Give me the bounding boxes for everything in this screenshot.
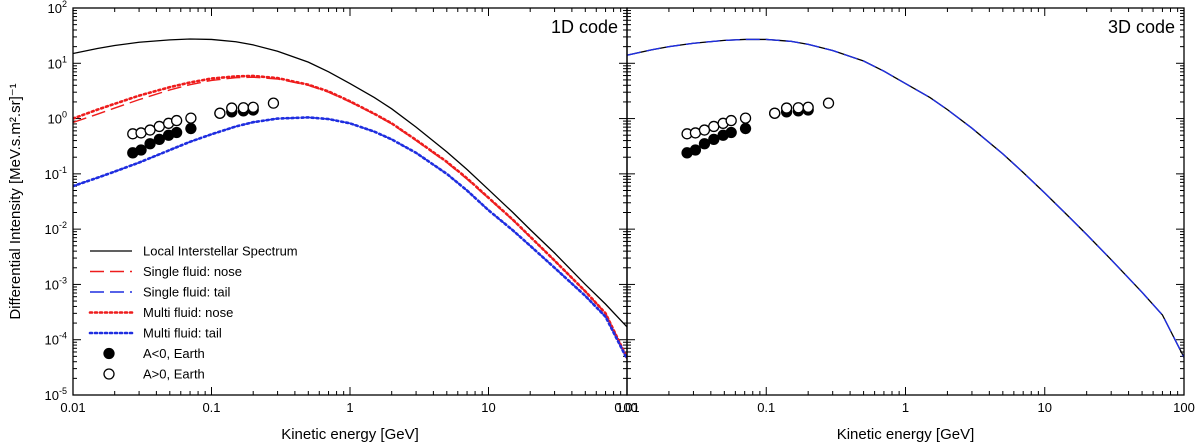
legend-label: A>0, Earth	[143, 367, 205, 382]
filled-point	[689, 144, 702, 156]
filled-point	[698, 138, 711, 150]
open-point	[725, 114, 737, 127]
legend-label: A<0, Earth	[143, 346, 205, 361]
series-line-1-0	[627, 38, 1184, 358]
open-point	[214, 107, 226, 119]
x-tick-label: 0.01	[60, 400, 85, 415]
x-tick-label: 100	[616, 400, 638, 415]
x-tick-label: 1	[902, 400, 909, 415]
series-line-0-2	[73, 116, 627, 360]
filled-point	[739, 122, 752, 135]
filled-point	[144, 138, 156, 150]
x-tick-label: 1	[346, 400, 353, 415]
panel-title-1: 3D code	[1108, 17, 1175, 37]
open-point	[698, 124, 711, 136]
series-line-1-1	[627, 38, 1184, 358]
legend-item: A<0, Earth	[103, 346, 205, 361]
ticks-panel-1	[626, 8, 1184, 396]
open-point	[267, 97, 280, 109]
series-line-0-0	[73, 38, 627, 328]
x-axis-title-0: Kinetic energy [GeV]	[281, 426, 419, 443]
open-point	[185, 112, 197, 124]
y-axis-title: Differential Intensity [MeV.s.m².sr]⁻¹	[7, 83, 24, 319]
legend-item: Single fluid: nose	[90, 264, 242, 279]
legend-label: Single fluid: tail	[143, 285, 231, 300]
y-tick-label: 10-4	[45, 331, 67, 348]
x-tick-label: 0.1	[757, 400, 775, 415]
y-tick-label: 10-2	[45, 220, 67, 237]
legend: Local Interstellar Spectrum Single fluid:…	[88, 244, 298, 382]
x-tick-label: 10	[481, 400, 495, 415]
y-tick-label: 100	[48, 110, 67, 127]
open-point	[739, 112, 752, 124]
x-tick-label: 0.01	[614, 400, 639, 415]
open-point	[792, 102, 804, 114]
legend-item: Multi fluid: nose	[88, 305, 233, 320]
panel-title-0: 1D code	[551, 17, 618, 37]
open-point	[237, 102, 250, 114]
y-tick-label: 101	[48, 54, 67, 71]
marker-series-1-3	[681, 97, 835, 140]
legend-item: A>0, Earth	[103, 367, 205, 382]
open-point	[802, 101, 814, 113]
legend-marker	[103, 368, 115, 380]
legend-item: Multi fluid: tail	[88, 326, 222, 341]
filled-point	[708, 133, 720, 146]
filled-point	[725, 126, 737, 139]
plot-frame-1	[626, 7, 1185, 396]
legend-label: Multi fluid: tail	[143, 326, 222, 341]
series-line-0-4	[73, 116, 627, 361]
open-point	[708, 120, 720, 133]
y-tick-label: 10-3	[45, 275, 67, 292]
open-point	[769, 107, 781, 119]
x-tick-label: 100	[1173, 400, 1195, 415]
legend-item: Single fluid: tail	[90, 285, 231, 300]
open-point	[170, 114, 183, 127]
open-point	[780, 102, 793, 114]
open-point	[153, 120, 165, 133]
open-point	[144, 124, 156, 136]
legend-label: Single fluid: nose	[143, 264, 242, 279]
ticks-panel-0	[72, 8, 627, 396]
legend-item: Local Interstellar Spectrum	[90, 244, 298, 259]
x-axis-title-1: Kinetic energy [GeV]	[837, 426, 975, 443]
filled-point	[153, 133, 165, 146]
legend-label: Local Interstellar Spectrum	[143, 244, 298, 259]
series-line-0-3	[73, 74, 627, 360]
filled-point	[185, 122, 197, 135]
filled-point	[170, 126, 183, 139]
y-tick-label: 102	[48, 0, 67, 16]
open-point	[247, 101, 259, 113]
legend-label: Multi fluid: nose	[143, 305, 233, 320]
x-tick-label: 10	[1038, 400, 1052, 415]
filled-point	[135, 144, 147, 156]
x-tick-label: 0.1	[202, 400, 220, 415]
y-tick-label: 10-1	[45, 165, 67, 182]
marker-series-0-6	[127, 97, 280, 140]
legend-marker	[103, 347, 115, 360]
open-point	[226, 102, 238, 114]
open-point	[822, 97, 835, 109]
